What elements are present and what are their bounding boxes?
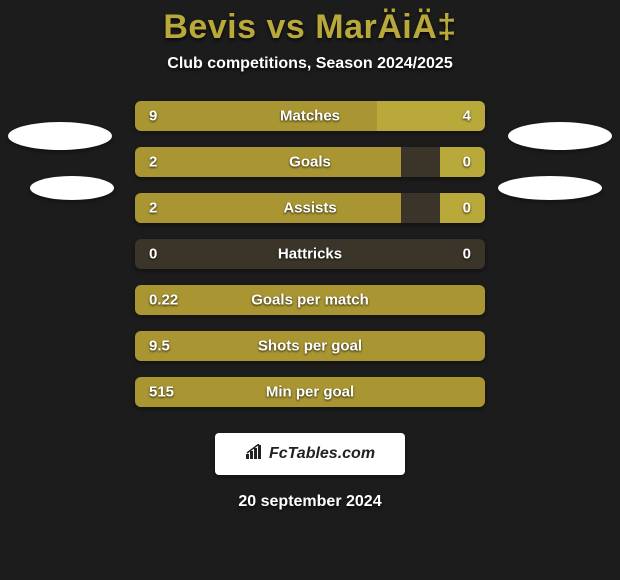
stat-bar: 9.5 Shots per goal	[135, 331, 485, 361]
stat-value-left: 515	[149, 384, 174, 401]
stat-label: Goals	[289, 154, 331, 171]
stat-value-right: 0	[463, 246, 471, 263]
stat-row: 9.5 Shots per goal	[0, 331, 620, 361]
stat-value-right: 0	[463, 154, 471, 171]
stat-value-left: 9	[149, 108, 157, 125]
stat-value-left: 9.5	[149, 338, 170, 355]
stat-bar: 0.22 Goals per match	[135, 285, 485, 315]
logo-text: FcTables.com	[245, 444, 375, 465]
chart-icon	[245, 444, 265, 465]
stat-label: Hattricks	[278, 246, 342, 263]
content-wrapper: Bevis vs MarÄiÄ‡ Club competitions, Seas…	[0, 0, 620, 580]
stat-bar: 2 0 Goals	[135, 147, 485, 177]
date-label: 20 september 2024	[238, 493, 381, 511]
stat-value-right: 0	[463, 200, 471, 217]
stat-value-right: 4	[463, 108, 471, 125]
stat-row: 2 0 Goals	[0, 147, 620, 177]
stat-value-left: 2	[149, 154, 157, 171]
stat-label: Assists	[283, 200, 336, 217]
stat-label: Shots per goal	[258, 338, 362, 355]
page-title: Bevis vs MarÄiÄ‡	[163, 8, 456, 47]
logo-box: FcTables.com	[215, 433, 405, 475]
stat-bar: 9 4 Matches	[135, 101, 485, 131]
bar-left-fill	[135, 147, 401, 177]
stat-bar: 515 Min per goal	[135, 377, 485, 407]
decorative-ellipse	[8, 122, 112, 150]
stat-bar: 2 0 Assists	[135, 193, 485, 223]
stat-row: 0.22 Goals per match	[0, 285, 620, 315]
stat-value-left: 0	[149, 246, 157, 263]
bar-left-fill	[135, 193, 401, 223]
stats-list: 9 4 Matches 2 0 Goals 2 0 Assists 0 0 Hattricks 0.22…	[0, 101, 620, 423]
stat-row: 0 0 Hattricks	[0, 239, 620, 269]
decorative-ellipse	[508, 122, 612, 150]
stat-value-left: 0.22	[149, 292, 178, 309]
decorative-ellipse	[498, 176, 602, 200]
stat-label: Min per goal	[266, 384, 354, 401]
stat-value-left: 2	[149, 200, 157, 217]
stat-bar: 0 0 Hattricks	[135, 239, 485, 269]
stat-row: 515 Min per goal	[0, 377, 620, 407]
decorative-ellipse	[30, 176, 114, 200]
page-subtitle: Club competitions, Season 2024/2025	[167, 55, 452, 73]
logo-label: FcTables.com	[269, 445, 375, 463]
stat-label: Matches	[280, 108, 340, 125]
stat-label: Goals per match	[251, 292, 369, 309]
bar-left-fill	[135, 101, 377, 131]
